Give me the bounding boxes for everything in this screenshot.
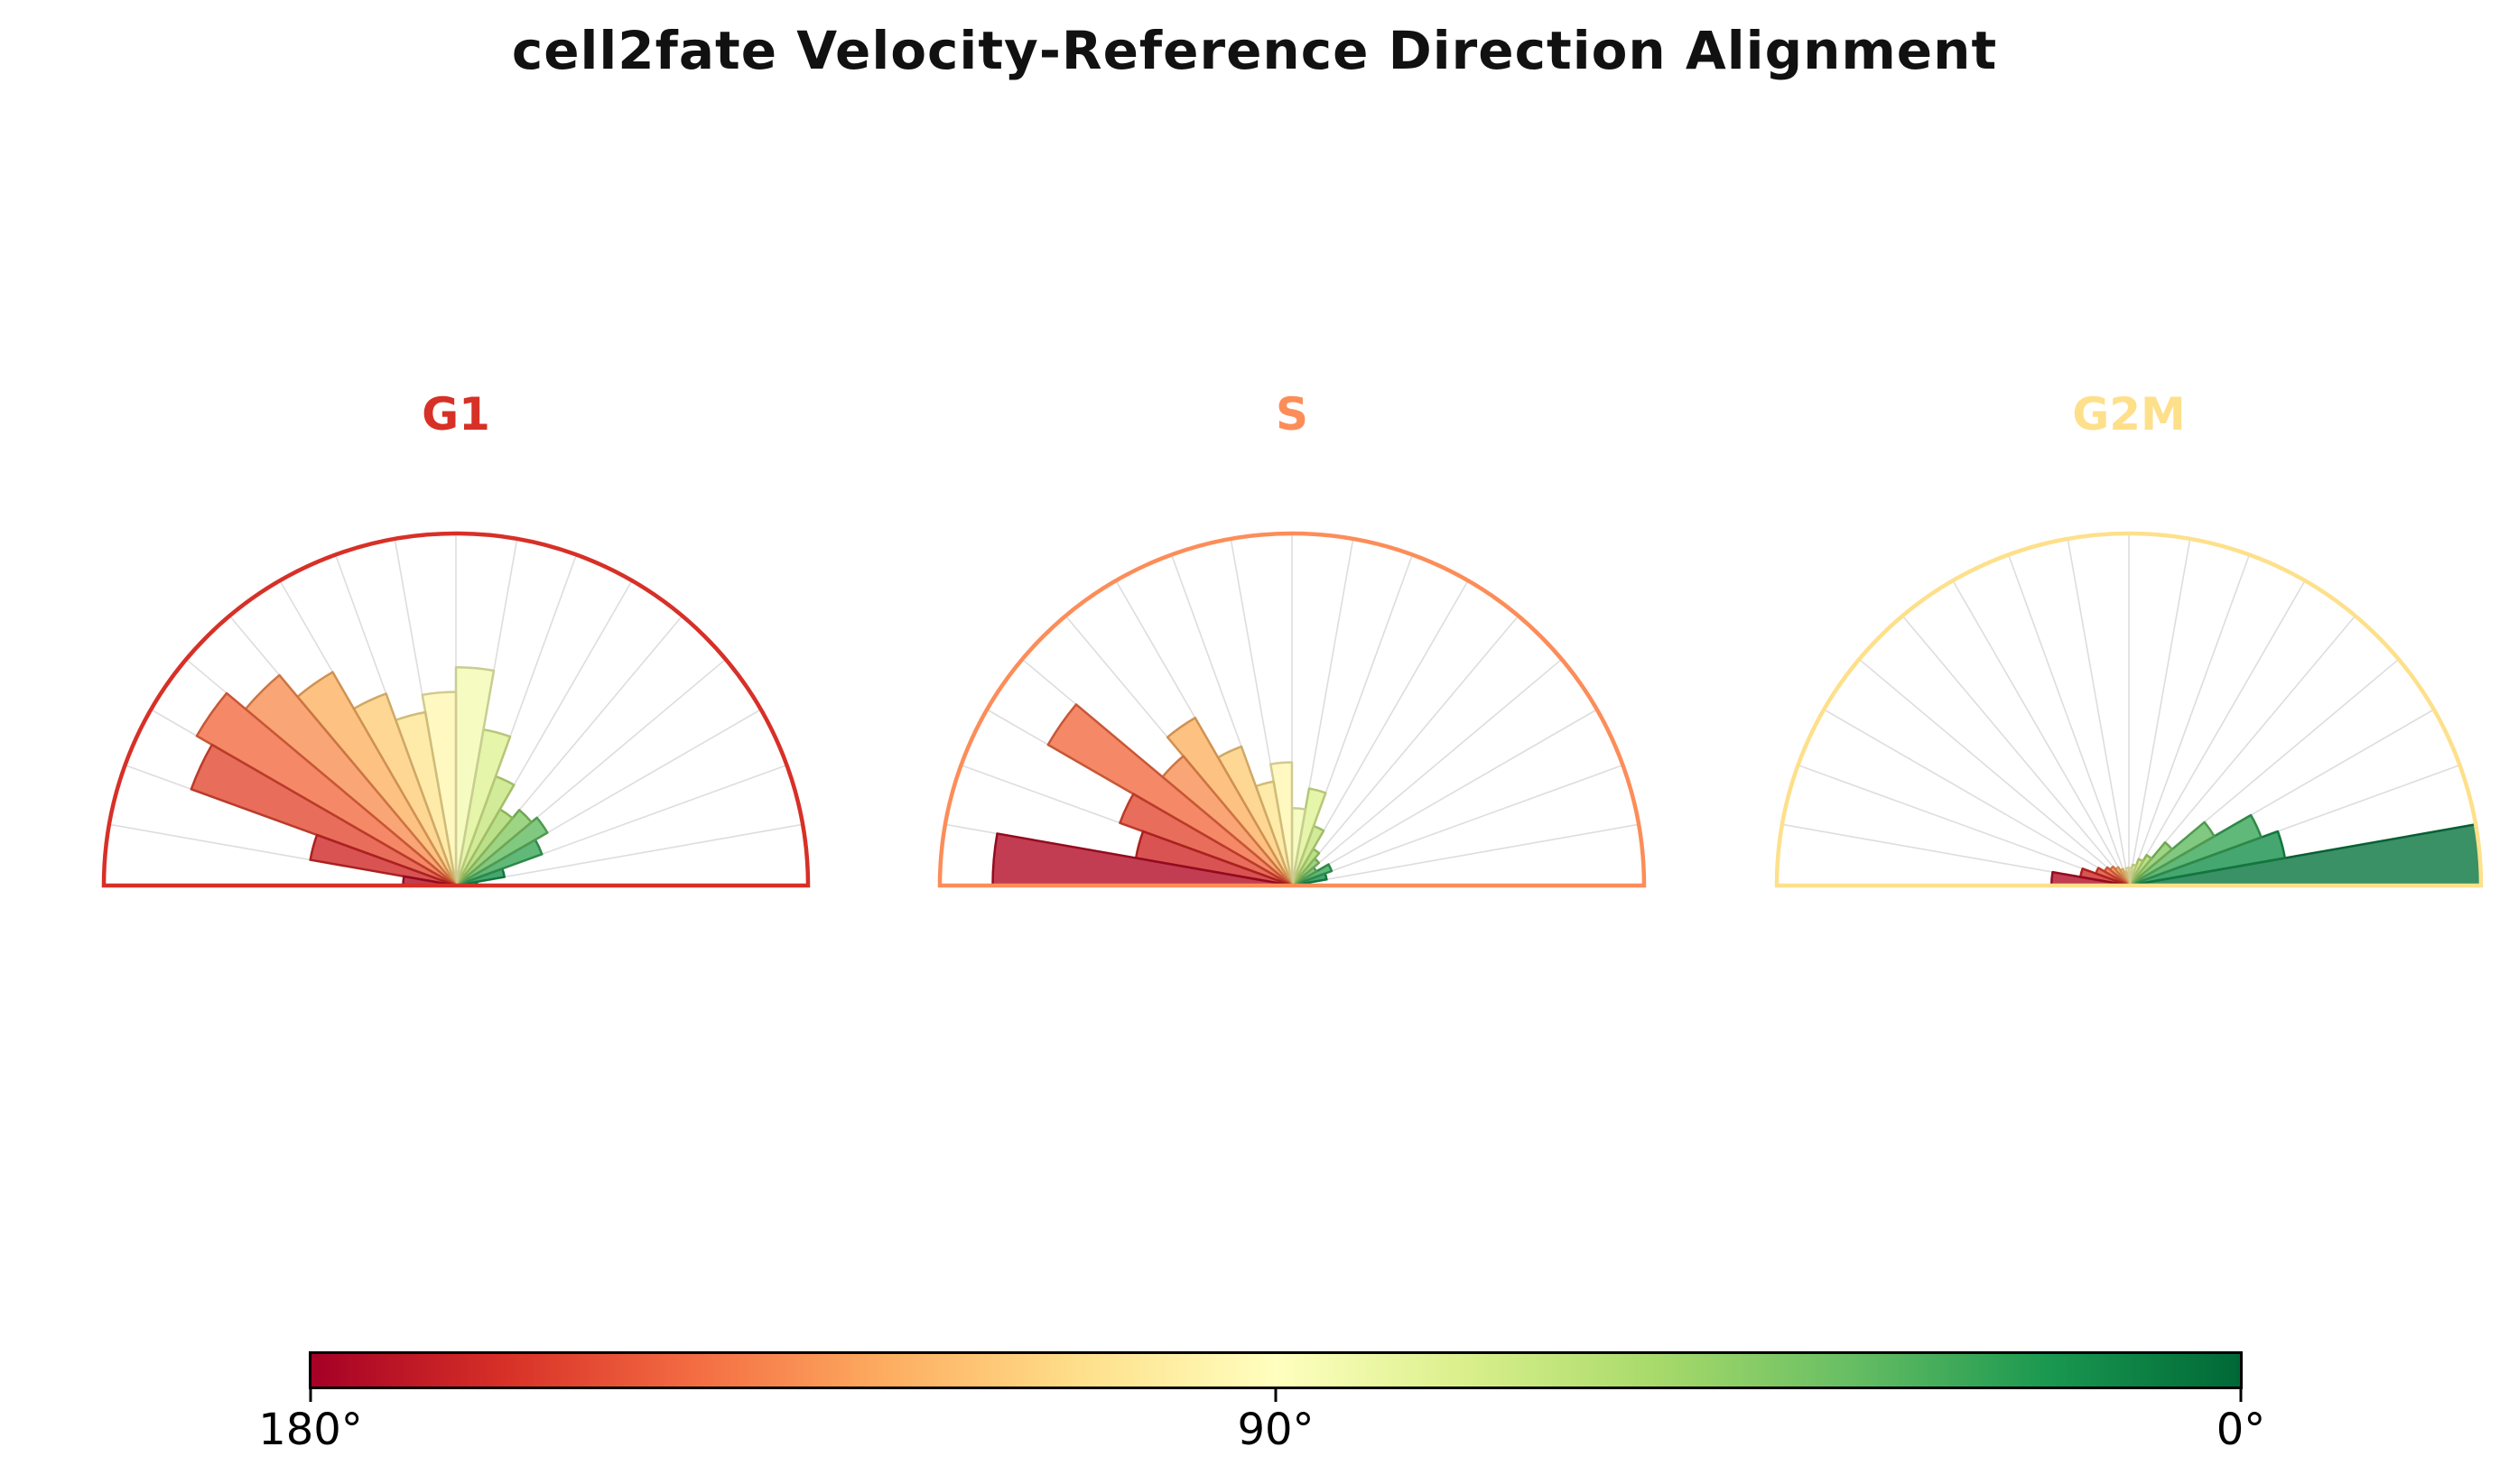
polar-grid-spoke (2128, 538, 2191, 886)
colorbar-tick-0 (2239, 1389, 2243, 1402)
colorbar-label-90: 90° (1237, 1405, 1315, 1455)
colorbar-tick-180 (309, 1389, 312, 1402)
polar-outline (101, 531, 811, 888)
polar-grid-spoke (2007, 554, 2130, 886)
polar-grid-spoke (1952, 580, 2130, 886)
figure-title: cell2fate Velocity-Reference Direction A… (511, 20, 1998, 81)
polar-grid-spoke (1858, 658, 2130, 886)
rose-chart-g2m (1774, 531, 2484, 888)
rose-bar (454, 665, 496, 887)
polar-grid-spoke (1291, 658, 1563, 886)
polar-grid-spoke (1291, 823, 1640, 886)
rose-bar (309, 833, 458, 887)
subplot-title-g1: G1 (422, 388, 490, 441)
polar-grid-spoke (2128, 554, 2251, 886)
rose-bar (2127, 813, 2263, 887)
rose-bar (1166, 716, 1294, 887)
polar-grid-spoke (1291, 709, 1598, 886)
rose-bar (2127, 821, 2216, 887)
polar-grid-spoke (2128, 580, 2306, 886)
rose-bar (454, 809, 533, 887)
polar-grid-spoke (2067, 538, 2130, 886)
polar-grid-spoke (455, 823, 804, 886)
polar-grid-spoke (2128, 615, 2356, 886)
rose-chart-g1 (101, 531, 811, 888)
subplot-title-s: S (1275, 388, 1309, 441)
rose-bar (1046, 703, 1294, 887)
rose-bar (454, 816, 549, 887)
rose-bar (1119, 793, 1294, 887)
polar-grid-spoke (1901, 615, 2130, 886)
polar-outline (1774, 531, 2484, 888)
rose-bar (190, 743, 458, 887)
polar-grid-spoke (1291, 764, 1623, 886)
colorbar-tick-90 (1274, 1389, 1278, 1402)
rose-chart-s (937, 531, 1647, 888)
rose-bar (195, 691, 458, 887)
polar-grid-spoke (1823, 709, 2130, 886)
polar-outline (937, 531, 1647, 888)
subplot-title-g2m: G2M (2072, 388, 2186, 441)
colorbar-label-0: 0° (2216, 1405, 2266, 1455)
colorbar-label-180: 180° (258, 1405, 363, 1455)
polar-grid-spoke (1291, 615, 1519, 886)
colorbar-gradient (309, 1351, 2243, 1389)
rose-bar (2127, 840, 2174, 887)
rose-bar (1290, 787, 1327, 887)
polar-grid-spoke (1798, 764, 2130, 886)
